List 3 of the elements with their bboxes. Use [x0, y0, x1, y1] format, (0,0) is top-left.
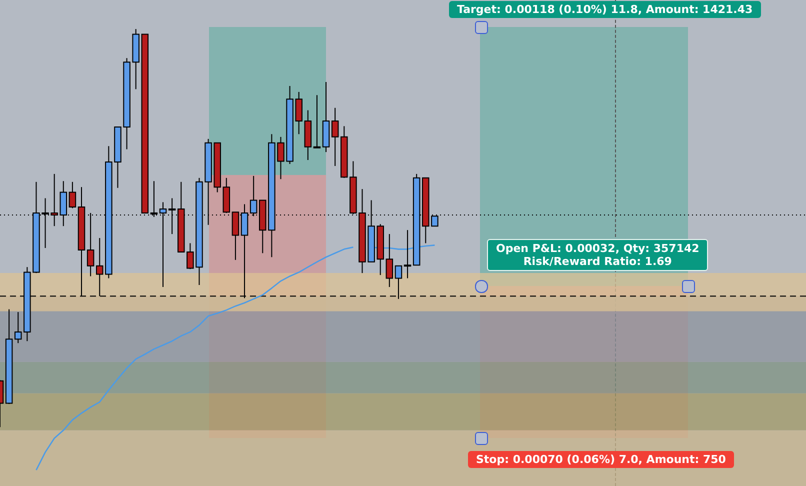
text: Target: 0.00118 (0.10%) 11.8, Amount: 1421.43 — [449, 1, 761, 18]
annotation: Open P&L: 0.00032, Qty: 357142 Risk/Reward Ratio: 1.69 — [487, 239, 708, 271]
text: Stop: 0.00070 (0.06%) 7.0, Amount: 750 — [468, 451, 734, 468]
